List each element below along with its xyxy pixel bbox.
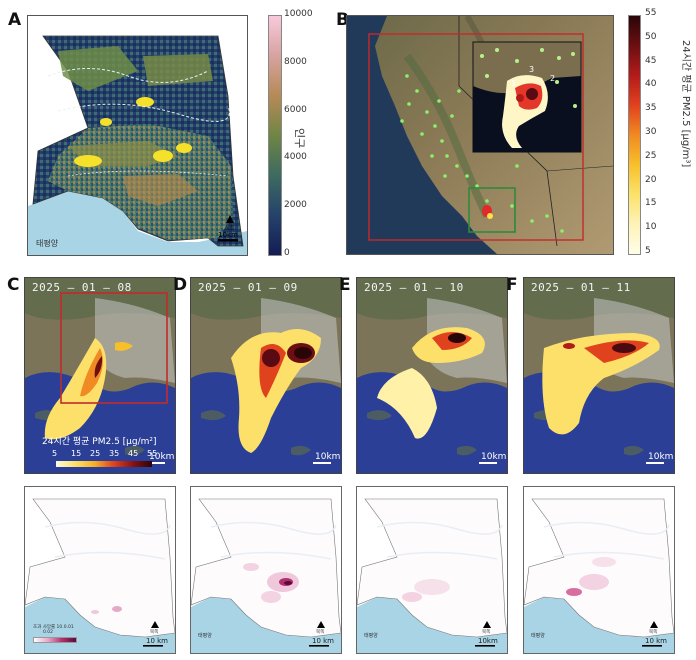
california-map: 1 2 3 — [347, 16, 613, 254]
panel-label-c: C — [7, 275, 20, 295]
mortality-legend-title: 초과 사망률 10.0.01 — [33, 625, 74, 630]
region-box — [368, 33, 584, 241]
population-map-panel: 북쪽 10km 태평양 — [27, 15, 248, 256]
pm25-colorbar-tick: 55 — [645, 8, 657, 18]
pm25-legend-tick: 45 — [128, 449, 139, 458]
population-colorbar-title: 인구 — [293, 128, 306, 149]
map-date-e: 2025 – 01 – 10 — [364, 281, 464, 294]
mortality-legend-bar — [33, 637, 77, 643]
pm25-legend-tick: 25 — [90, 449, 101, 458]
mortality-scale-label: 10 km — [312, 637, 335, 645]
pm25-colorbar-tick: 30 — [645, 127, 657, 137]
ocean-area — [28, 191, 247, 255]
pm25-colorbar-tick: 20 — [645, 174, 657, 185]
north-label: 북쪽 — [316, 630, 325, 635]
map-date-c: 2025 – 01 – 08 — [32, 281, 132, 294]
population-colorbar-tick: 10000 — [284, 9, 313, 19]
map-scale-label: 10km — [481, 452, 507, 462]
panel-label-d: D — [173, 275, 188, 295]
north-label: 북쪽 — [482, 630, 491, 635]
inset-source-box — [468, 187, 516, 233]
pm25-colorbar-tick: 25 — [645, 150, 657, 161]
population-map: 북쪽 10km 태평양 — [28, 35, 247, 255]
population-colorbar — [268, 15, 282, 256]
map-scale-label: 10km — [149, 452, 175, 462]
mortality-scale-label: 10km — [478, 637, 498, 645]
pm25-legend-tick: 35 — [109, 449, 120, 458]
north-arrow-icon — [226, 215, 234, 223]
ocean-label: 태평양 — [198, 633, 212, 639]
pm25-colorbar-tick: 45 — [645, 55, 657, 66]
pm25-colorbar-tick: 10 — [645, 222, 657, 233]
map-scale-label: 10km — [315, 452, 341, 462]
pm25-colorbar-title: 24시간 평균 PM2.5 [μg/m³] — [680, 40, 691, 168]
map-date-d: 2025 – 01 – 09 — [198, 281, 298, 294]
mortality-scale-label: 10 km — [146, 637, 169, 645]
pm25-map-c — [24, 277, 176, 474]
population-colorbar-tick: 8000 — [284, 56, 307, 67]
pm25-legend-bar — [56, 461, 152, 467]
ocean-label: 태평양 — [36, 238, 59, 248]
scale-bar — [218, 239, 238, 242]
map-date-f: 2025 – 01 – 11 — [531, 281, 631, 294]
pm25-map-e — [356, 277, 508, 474]
ocean-label: 태평양 — [364, 633, 378, 639]
inset-marker-3: 3 — [529, 65, 534, 74]
mortality-map-e — [356, 486, 508, 654]
panel-label-a: A — [8, 10, 22, 30]
ocean-label: 태평양 — [531, 633, 545, 639]
pm25-map-f — [523, 277, 675, 474]
population-colorbar-tick: 4000 — [284, 152, 307, 163]
pm25-legend: 24시간 평균 PM2.5 [μg/m²] 5 15 25 35 45 55 — [42, 434, 172, 474]
california-map-panel: 1 2 3 — [346, 15, 614, 255]
pm25-legend-title: 24시간 평균 PM2.5 [μg/m²] — [42, 437, 157, 447]
pm25-legend-tick: 5 — [52, 449, 58, 458]
mortality-scale-label: 10 km — [645, 637, 668, 645]
population-colorbar-tick: 6000 — [284, 104, 307, 115]
map-scale-label: 10km — [648, 452, 674, 462]
pm25-colorbar-tick: 15 — [645, 198, 657, 209]
mortality-legend: 초과 사망률 10.0.01 0.02 — [33, 624, 93, 654]
pm25-legend-ticks: 5 15 25 35 45 55 — [42, 449, 172, 461]
north-label: 북쪽 — [649, 630, 658, 635]
inset-marker-2: 2 — [550, 74, 555, 83]
scale-label: 10km — [218, 231, 238, 239]
pm25-legend-tick: 15 — [71, 449, 82, 458]
north-label: 북쪽 — [225, 226, 235, 232]
panel-label-e: E — [339, 275, 351, 295]
pm25-map-d — [190, 277, 342, 474]
panel-label-b: B — [336, 10, 349, 30]
pm25-colorbar-tick: 5 — [645, 246, 651, 256]
panel-label-f: F — [506, 275, 518, 295]
population-colorbar-tick: 0 — [284, 248, 290, 258]
north-label: 북쪽 — [150, 630, 159, 635]
pm25-colorbar — [628, 15, 641, 255]
inset-marker-1: 1 — [511, 79, 516, 88]
pm25-colorbar-tick: 35 — [645, 103, 657, 114]
pm25-legend-tick: 55 — [147, 449, 158, 458]
pm25-colorbar-tick: 50 — [645, 31, 657, 42]
population-colorbar-tick: 2000 — [284, 200, 307, 211]
inset-map: 1 2 3 — [472, 41, 582, 153]
mortality-map-f — [523, 486, 675, 654]
mortality-legend-value: 0.02 — [43, 630, 54, 635]
mortality-map-d — [190, 486, 342, 654]
pm25-colorbar-tick: 40 — [645, 79, 657, 90]
